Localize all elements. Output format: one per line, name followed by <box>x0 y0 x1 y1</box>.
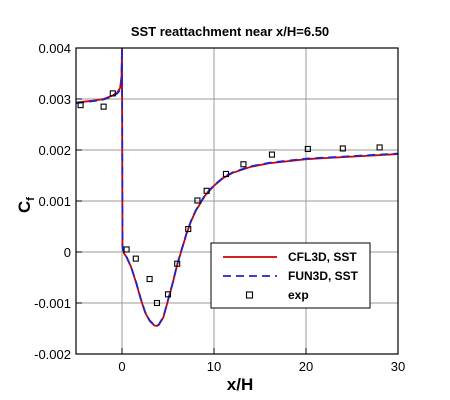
exp-marker-3 <box>123 246 130 253</box>
legend-label-2: exp <box>288 288 309 302</box>
exp-marker-17 <box>376 144 383 151</box>
y-tick-label-2: 0 <box>64 245 71 260</box>
exp-marker-13 <box>240 161 247 168</box>
y-tick-label-4: 0.002 <box>38 143 71 158</box>
y-axis-label-group: Cf <box>15 197 37 213</box>
legend: CFL3D, SST FUN3D, SST exp <box>210 242 371 309</box>
y-tick-label-6: 0.004 <box>38 41 71 56</box>
x-axis-label: x/H <box>227 375 253 394</box>
series-layer <box>76 48 398 327</box>
exp-marker-1 <box>100 103 107 110</box>
exp-marker-0 <box>77 102 84 109</box>
legend-label-0: CFL3D, SST <box>288 250 357 264</box>
legend-label-1: FUN3D, SST <box>288 269 359 283</box>
y-axis-label-subscript: f <box>25 197 37 201</box>
y-tick-label-0: -0.002 <box>34 347 71 362</box>
exp-marker-4 <box>132 255 139 262</box>
exp-marker-9 <box>185 226 192 233</box>
x-tick-label-2: 20 <box>299 359 313 374</box>
series-line-1 <box>76 48 398 327</box>
tick-marks <box>76 47 399 355</box>
exp-marker-15 <box>304 145 311 153</box>
exp-marker-2 <box>109 90 116 97</box>
legend-symbol-2 <box>245 291 254 299</box>
y-axis-label: Cf <box>15 197 37 213</box>
x-tick-label-3: 30 <box>391 359 405 374</box>
exp-marker-11 <box>203 187 210 194</box>
chart-title: SST reattachment near x/H=6.50 <box>131 24 329 39</box>
exp-marker-14 <box>268 151 276 158</box>
x-tick-label-1: 10 <box>207 359 221 374</box>
y-axis-label-main: C <box>15 201 34 213</box>
exp-marker-8 <box>174 260 181 267</box>
tick-labels: 0 10 20 30 -0.002 -0.001 0 0.001 0.002 0.003 0.004 <box>34 41 405 374</box>
y-tick-label-5: 0.003 <box>38 92 71 107</box>
exp-marker-16 <box>339 145 346 152</box>
exp-marker-12 <box>222 170 230 178</box>
exp-marker-6 <box>153 299 161 307</box>
x-tick-label-0: 0 <box>118 359 125 374</box>
exp-marker-7 <box>164 291 172 298</box>
y-tick-label-1: -0.001 <box>34 296 71 311</box>
exp-marker-10 <box>194 197 201 204</box>
exp-marker-5 <box>146 275 153 283</box>
y-tick-label-3: 0.001 <box>38 194 71 209</box>
